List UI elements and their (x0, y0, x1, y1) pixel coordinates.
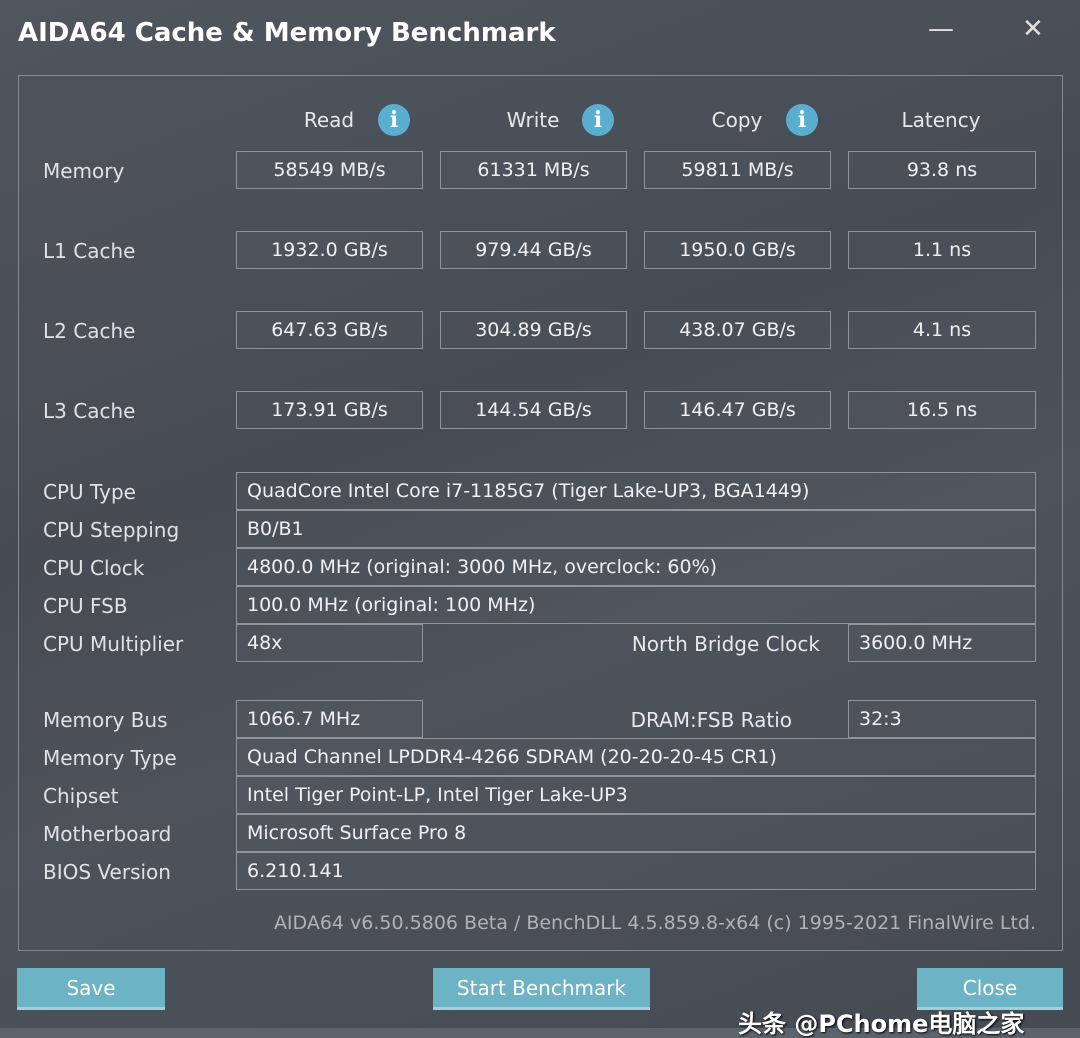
window-title: AIDA64 Cache & Memory Benchmark (18, 18, 556, 48)
bios-version-label: BIOS Version (43, 860, 171, 884)
cpu-multiplier-label: CPU Multiplier (43, 632, 184, 656)
bench-value-write: 61331 MB/s (440, 151, 627, 189)
info-icon[interactable]: i (582, 104, 614, 136)
bench-value-read: 1932.0 GB/s (236, 231, 423, 269)
dram-fsb-ratio-field: 32:3 (848, 700, 1036, 738)
bench-value-latency: 4.1 ns (848, 311, 1036, 349)
bench-value-copy: 59811 MB/s (644, 151, 831, 189)
cpu-type-label: CPU Type (43, 480, 136, 504)
cpu-clock-label: CPU Clock (43, 556, 145, 580)
cpu-fsb-field: 100.0 MHz (original: 100 MHz) (236, 586, 1036, 624)
north-bridge-clock-label: North Bridge Clock (631, 632, 820, 656)
bench-value-latency: 1.1 ns (848, 231, 1036, 269)
bench-row-label: L3 Cache (43, 399, 136, 423)
bench-value-latency: 16.5 ns (848, 391, 1036, 429)
bench-value-read: 173.91 GB/s (236, 391, 423, 429)
bench-value-write: 979.44 GB/s (440, 231, 627, 269)
start-benchmark-button[interactable]: Start Benchmark (433, 968, 650, 1010)
memory-type-label: Memory Type (43, 746, 177, 770)
close-button[interactable]: Close (917, 968, 1063, 1010)
header-write: Write (506, 108, 560, 132)
bench-value-write: 304.89 GB/s (440, 311, 627, 349)
motherboard-label: Motherboard (43, 822, 172, 846)
bench-row-label: L1 Cache (43, 239, 136, 263)
bios-version-field: 6.210.141 (236, 852, 1036, 890)
results-panel (18, 75, 1063, 951)
cpu-stepping-field: B0/B1 (236, 510, 1036, 548)
chipset-field: Intel Tiger Point-LP, Intel Tiger Lake-U… (236, 776, 1036, 814)
bench-value-read: 647.63 GB/s (236, 311, 423, 349)
header-copy: Copy (711, 108, 763, 132)
bench-value-copy: 146.47 GB/s (644, 391, 831, 429)
motherboard-field: Microsoft Surface Pro 8 (236, 814, 1036, 852)
bench-row-label: L2 Cache (43, 319, 136, 343)
info-icon[interactable]: i (378, 104, 410, 136)
minimize-button[interactable]: — (928, 14, 954, 44)
header-latency: Latency (901, 108, 981, 132)
bench-value-copy: 438.07 GB/s (644, 311, 831, 349)
header-read: Read (303, 108, 355, 132)
north-bridge-clock-field: 3600.0 MHz (848, 624, 1036, 662)
bench-value-latency: 93.8 ns (848, 151, 1036, 189)
memory-type-field: Quad Channel LPDDR4-4266 SDRAM (20-20-20… (236, 738, 1036, 776)
memory-bus-field: 1066.7 MHz (236, 700, 423, 738)
watermark: 头条 @PChome电脑之家 (738, 1010, 1025, 1038)
cpu-clock-field: 4800.0 MHz (original: 3000 MHz, overcloc… (236, 548, 1036, 586)
cpu-fsb-label: CPU FSB (43, 594, 128, 618)
bench-value-write: 144.54 GB/s (440, 391, 627, 429)
memory-bus-label: Memory Bus (43, 708, 168, 732)
save-button[interactable]: Save (17, 968, 165, 1010)
bench-row-label: Memory (43, 159, 125, 183)
window-bottom-edge (0, 1028, 1080, 1038)
chipset-label: Chipset (43, 784, 119, 808)
info-icon[interactable]: i (786, 104, 818, 136)
bench-value-read: 58549 MB/s (236, 151, 423, 189)
cpu-stepping-label: CPU Stepping (43, 518, 180, 542)
dram-fsb-ratio-label: DRAM:FSB Ratio (630, 708, 792, 732)
bench-value-copy: 1950.0 GB/s (644, 231, 831, 269)
version-footer: AIDA64 v6.50.5806 Beta / BenchDLL 4.5.85… (273, 912, 1036, 934)
close-window-button[interactable]: ✕ (1022, 14, 1044, 44)
cpu-type-field: QuadCore Intel Core i7-1185G7 (Tiger Lak… (236, 472, 1036, 510)
cpu-multiplier-field: 48x (236, 624, 423, 662)
